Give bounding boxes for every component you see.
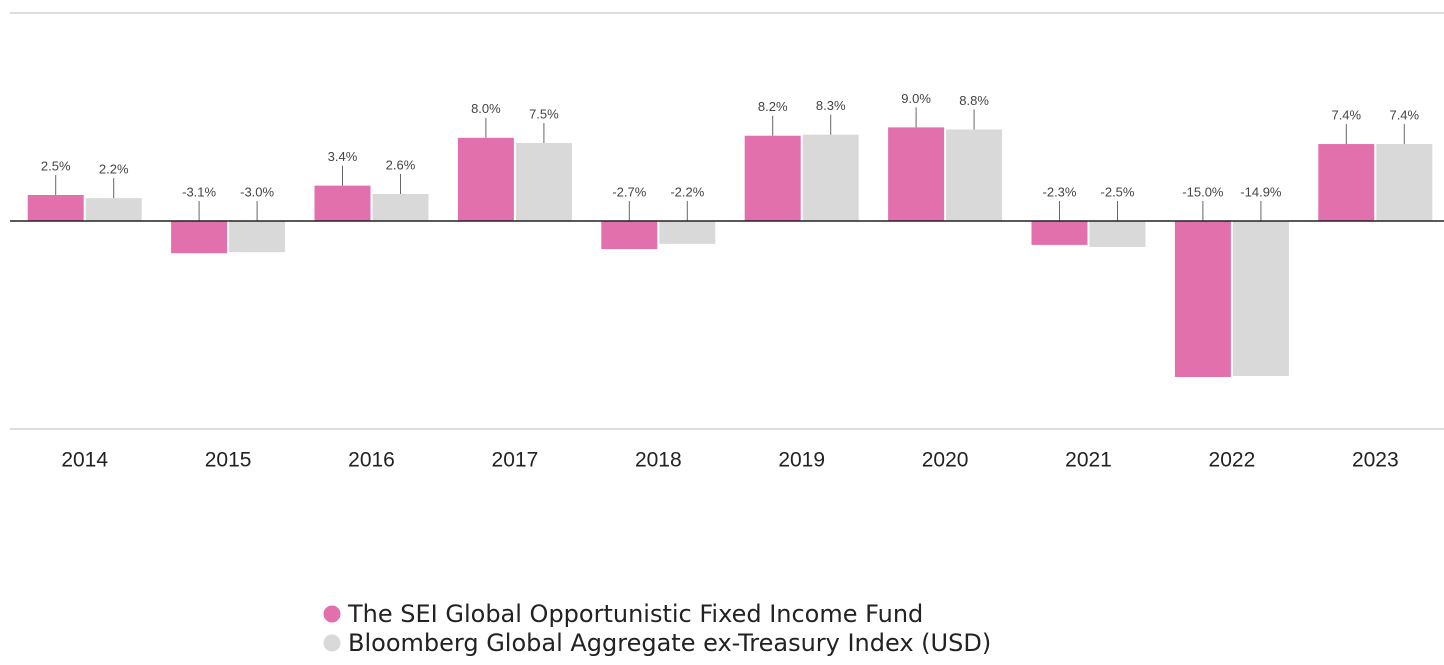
value-label: 9.0% [901, 91, 931, 106]
value-label: 2.5% [41, 158, 71, 173]
legend-label: The SEI Global Opportunistic Fixed Incom… [347, 600, 923, 628]
value-label: -2.5% [1101, 184, 1135, 199]
bar [1031, 221, 1088, 245]
value-label: -15.0% [1182, 184, 1224, 199]
x-tick-label: 2020 [922, 449, 969, 472]
bar [515, 143, 572, 221]
x-tick-label: 2014 [61, 449, 108, 472]
bar [457, 137, 514, 221]
value-label: 8.0% [471, 101, 501, 116]
value-label: 2.6% [386, 157, 416, 172]
bar [1376, 144, 1433, 221]
bar [1089, 221, 1146, 247]
value-label: 8.2% [758, 99, 788, 114]
x-tick-label: 2023 [1352, 449, 1399, 472]
x-tick-label: 2019 [778, 449, 825, 472]
x-tick-label: 2016 [348, 449, 395, 472]
value-label: 3.4% [328, 149, 358, 164]
bar [744, 135, 801, 221]
x-tick-label: 2017 [492, 449, 539, 472]
value-label: -2.2% [670, 184, 704, 199]
legend-swatch [323, 605, 341, 623]
x-tick-label: 2015 [205, 449, 252, 472]
value-label: -14.9% [1240, 184, 1282, 199]
bar [601, 221, 658, 250]
value-label: -2.7% [612, 184, 646, 199]
bar [171, 221, 228, 254]
value-label: 7.5% [529, 106, 559, 121]
legend-label: Bloomberg Global Aggregate ex-Treasury I… [348, 629, 991, 657]
bar [802, 134, 859, 221]
bar [1318, 144, 1375, 221]
bar [946, 129, 1003, 221]
value-label: -3.0% [240, 184, 274, 199]
value-label: 8.3% [816, 98, 846, 113]
bar [27, 195, 84, 221]
bar [1174, 221, 1231, 377]
legend-swatch [323, 634, 341, 652]
value-label: 8.8% [959, 93, 989, 108]
value-label: 2.2% [99, 162, 129, 177]
bar [85, 198, 142, 221]
x-tick-label: 2022 [1209, 449, 1256, 472]
x-tick-label: 2018 [635, 449, 682, 472]
bar [659, 221, 716, 244]
value-label: -2.3% [1043, 184, 1077, 199]
value-label: -3.1% [182, 184, 216, 199]
bar [888, 127, 945, 221]
bar [1232, 221, 1289, 376]
value-label: 7.4% [1389, 107, 1419, 122]
bar [372, 193, 429, 221]
value-label: 7.4% [1331, 107, 1361, 122]
bar [314, 185, 371, 221]
x-tick-label: 2021 [1065, 449, 1112, 472]
bar [229, 221, 286, 253]
